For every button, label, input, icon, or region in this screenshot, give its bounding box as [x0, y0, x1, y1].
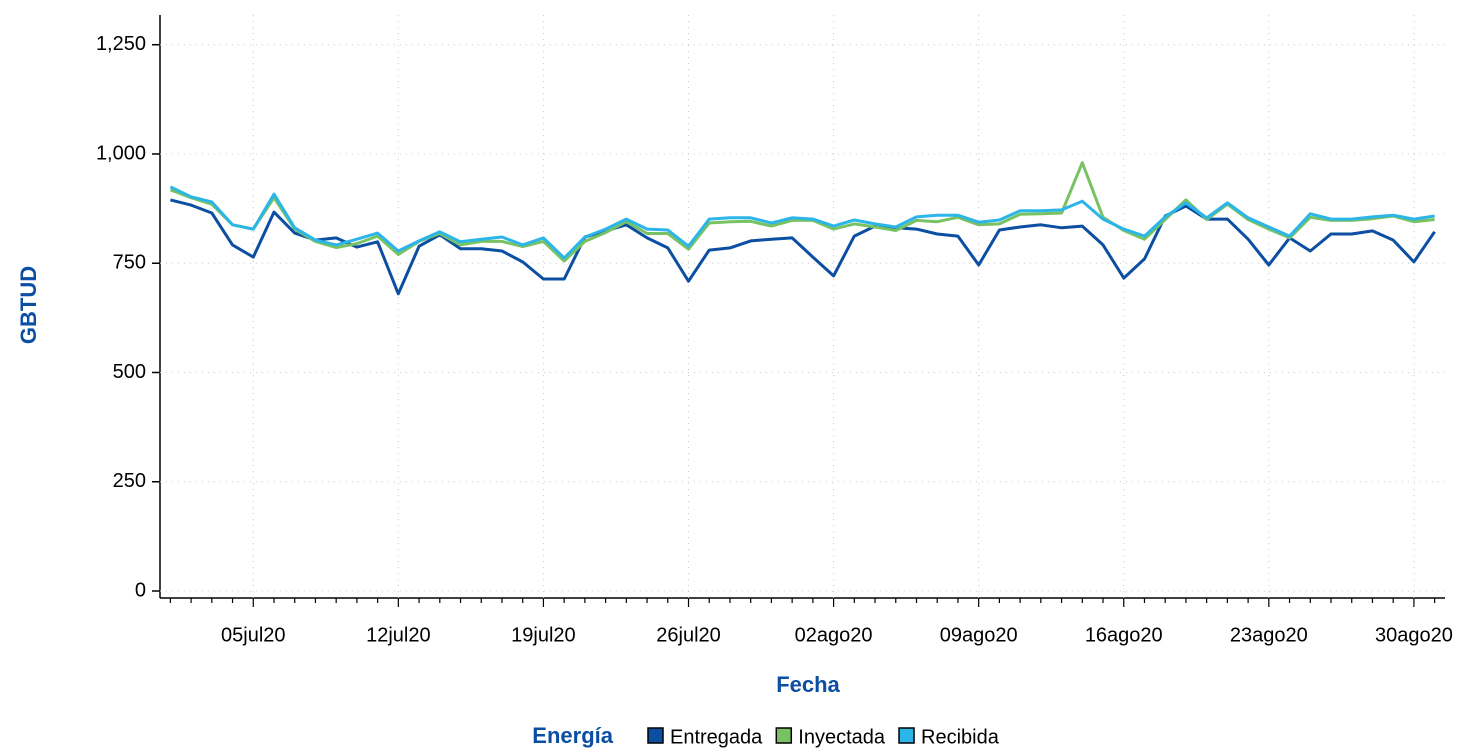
- x-tick-label: 23ago20: [1230, 624, 1308, 646]
- y-axis-title: GBTUD: [16, 266, 41, 344]
- y-tick-label: 500: [113, 361, 146, 383]
- series-line: [170, 198, 1436, 296]
- x-tick-label: 09ago20: [940, 624, 1018, 646]
- legend-label: Recibida: [921, 726, 1000, 748]
- x-tick-label: 26jul20: [656, 624, 721, 646]
- x-tick-label: 16ago20: [1085, 624, 1163, 646]
- x-tick-label: 02ago20: [795, 624, 873, 646]
- x-axis-title: Fecha: [776, 672, 840, 697]
- x-tick-label: 05jul20: [221, 624, 286, 646]
- legend-label: Entregada: [670, 726, 763, 748]
- y-tick-label: 0: [135, 579, 146, 601]
- y-tick-label: 750: [113, 252, 146, 274]
- x-tick-label: 12jul20: [366, 624, 431, 646]
- x-tick-label: 30ago20: [1375, 624, 1453, 646]
- legend-title: Energía: [532, 723, 613, 748]
- y-tick-label: 1,250: [96, 33, 146, 55]
- legend-swatch: [647, 727, 664, 744]
- y-tick-label: 250: [113, 470, 146, 492]
- y-tick-label: 1,000: [96, 142, 146, 164]
- x-tick-label: 19jul20: [511, 624, 576, 646]
- series-line: [169, 185, 1435, 260]
- legend-label: Inyectada: [798, 726, 886, 748]
- legend-swatch: [898, 727, 915, 744]
- legend-swatch: [775, 727, 793, 744]
